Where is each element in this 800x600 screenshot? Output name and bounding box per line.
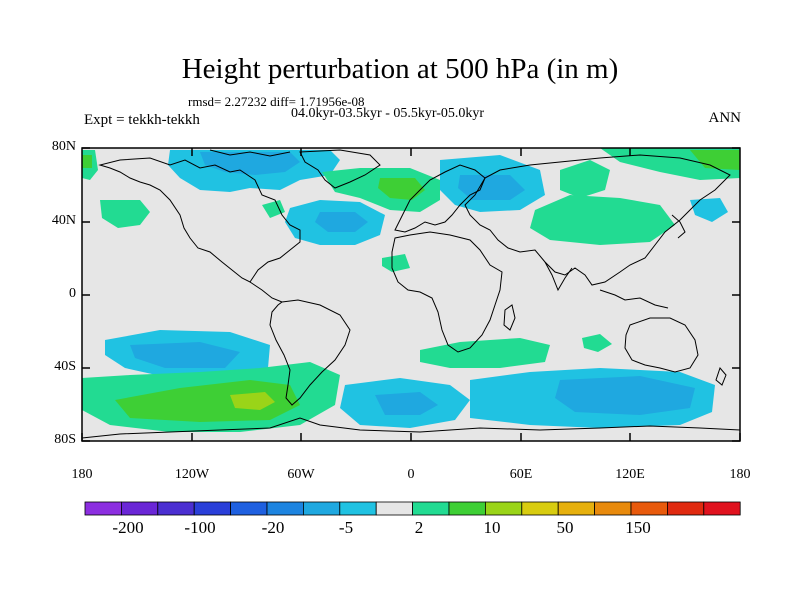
season-label: ANN xyxy=(708,110,742,126)
coastline-central-america xyxy=(249,281,283,303)
coastline-madagascar xyxy=(503,304,516,331)
coastline-europe xyxy=(394,164,486,233)
colorbar-box-17 xyxy=(703,501,741,516)
anomaly-region-wpac-edge-green-dark xyxy=(82,155,92,168)
coastlines xyxy=(82,149,740,439)
lat-label-40n: 40N xyxy=(51,213,76,228)
colorbar-box-2 xyxy=(157,501,195,516)
coastline-india xyxy=(544,261,573,292)
experiment-label: Expt = tekkh-tekkh xyxy=(84,112,200,128)
anomaly-region-spac-blue-dark xyxy=(130,342,240,368)
anomaly-region-satl-blue-dark xyxy=(375,392,438,415)
lat-label-80n: 80N xyxy=(51,139,76,154)
anomaly-region-europe-green-dark xyxy=(378,178,425,200)
coastline-australia xyxy=(624,317,699,373)
lon-label-120w: 120W xyxy=(174,467,210,482)
colorbar-box-7 xyxy=(339,501,377,516)
anomaly-region-arctic-east-green-dark xyxy=(690,150,740,170)
colorbar-box-11 xyxy=(484,501,523,516)
lat-ticks xyxy=(82,147,740,442)
stats-text: rmsd= 2.27232 diff= 1.71956e-08 xyxy=(188,94,365,109)
coastline-south-america xyxy=(269,299,351,406)
colorbar-label-neg100: -100 xyxy=(184,518,216,537)
colorbar-box-10 xyxy=(448,501,486,516)
anomaly-region-siberia-green xyxy=(560,160,610,198)
colorbar-box-3 xyxy=(193,501,231,516)
coastline-greenland xyxy=(299,149,381,189)
colorbar-box-1 xyxy=(121,501,159,516)
lon-ticks xyxy=(81,148,741,441)
anomaly-region-natl-blue-dark xyxy=(315,212,368,232)
plot-title: Height perturbation at 500 hPa (in m) xyxy=(181,53,619,85)
colorbar-box-0 xyxy=(84,501,122,516)
lon-label-60e: 60E xyxy=(509,467,533,482)
colorbar-label-neg20: -20 xyxy=(261,518,285,537)
anomaly-region-satl-green xyxy=(420,338,550,368)
anomaly-region-sopac-max xyxy=(230,392,275,410)
coastline-asia xyxy=(464,154,731,286)
colorbar-box-14 xyxy=(594,501,632,516)
colorbar-box-15 xyxy=(630,501,668,516)
coastline-new-zealand xyxy=(715,367,727,386)
colorbar-box-13 xyxy=(557,501,596,516)
anomaly-region-sind-blue-dark xyxy=(555,376,695,415)
lon-label-0: 0 xyxy=(407,467,415,482)
coastline-north-america xyxy=(98,157,301,283)
colorbar-label-neg5: -5 xyxy=(338,518,354,537)
coastline-japan xyxy=(671,214,686,239)
lon-label-180e: 180 xyxy=(729,467,751,482)
coastline-se-asia-islands xyxy=(599,289,669,309)
lon-label-180w: 180 xyxy=(71,467,93,482)
lat-label-80s: 80S xyxy=(54,432,76,447)
lon-label-60w: 60W xyxy=(287,467,315,482)
colorbar-label-150: 150 xyxy=(625,518,651,537)
coastline-africa xyxy=(391,231,503,353)
colorbar-label-2: 2 xyxy=(414,518,424,537)
colorbar-box-5 xyxy=(266,501,304,516)
anomaly-region-nwpac-blue xyxy=(690,198,728,222)
lat-label-40s: 40S xyxy=(54,359,76,374)
lat-label-0: 0 xyxy=(69,286,76,301)
anomaly-region-asia-green xyxy=(530,195,675,245)
colorbar xyxy=(84,501,741,516)
coastline-antarctica xyxy=(82,417,740,439)
colorbar-box-12 xyxy=(521,501,559,516)
colorbar-box-4 xyxy=(230,501,268,516)
anomaly-region-russia-blue-dark xyxy=(458,175,525,200)
lon-label-120e: 120E xyxy=(615,467,645,482)
colorbar-box-8 xyxy=(375,501,414,516)
periods-text: 04.0kyr-03.5kyr - 05.5kyr-05.0kyr xyxy=(291,106,485,121)
anomaly-region-australia-green xyxy=(582,334,612,352)
colorbar-label-50: 50 xyxy=(556,518,574,537)
anomaly-region-nepac-green xyxy=(100,200,150,228)
colorbar-box-6 xyxy=(302,501,341,516)
contour-fill-layer xyxy=(82,148,740,432)
anomaly-region-canada-green xyxy=(262,200,285,218)
colorbar-label-neg200: -200 xyxy=(112,518,144,537)
coastline-arctic-islands xyxy=(209,149,291,157)
colorbar-box-9 xyxy=(412,501,450,516)
anomaly-region-trop-atl-green xyxy=(382,254,410,272)
colorbar-box-16 xyxy=(667,501,705,516)
colorbar-label-10: 10 xyxy=(483,518,501,537)
anomaly-region-sopac-green-dark xyxy=(115,380,300,422)
